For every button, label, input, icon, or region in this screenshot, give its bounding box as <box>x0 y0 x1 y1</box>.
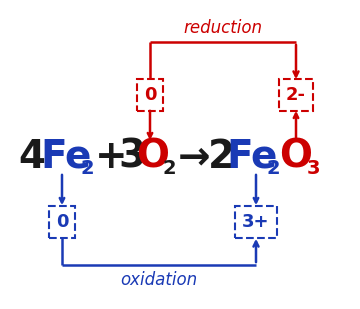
Text: →: → <box>178 138 211 176</box>
Text: oxidation: oxidation <box>121 271 198 289</box>
Text: 3: 3 <box>118 138 145 176</box>
Text: O: O <box>279 138 312 176</box>
Text: reduction: reduction <box>184 19 262 37</box>
Text: 2: 2 <box>208 138 235 176</box>
Text: 2: 2 <box>80 159 94 179</box>
Text: 3: 3 <box>307 159 320 179</box>
Text: O: O <box>136 138 169 176</box>
Text: 3+: 3+ <box>242 213 270 231</box>
Text: 4: 4 <box>18 138 45 176</box>
Text: 0: 0 <box>144 86 156 104</box>
Text: 0: 0 <box>56 213 68 231</box>
Text: 2: 2 <box>266 159 280 179</box>
Text: Fe: Fe <box>40 138 91 176</box>
Text: +: + <box>95 138 128 176</box>
Text: 2-: 2- <box>286 86 306 104</box>
Text: 2: 2 <box>163 159 177 179</box>
Text: Fe: Fe <box>226 138 277 176</box>
